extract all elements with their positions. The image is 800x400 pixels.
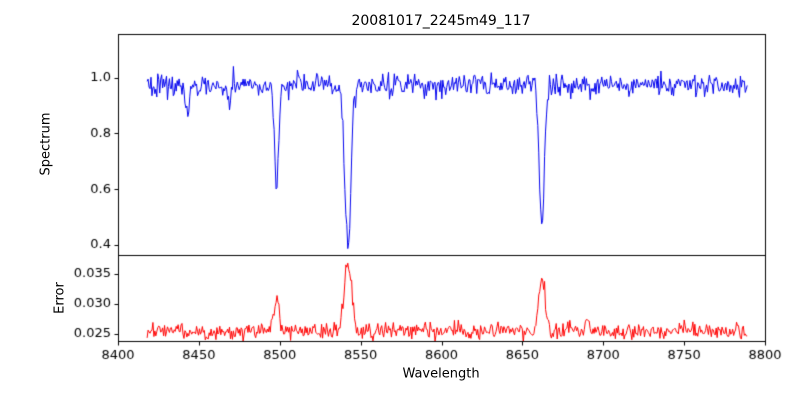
spectrum-axis-label: Spectrum	[38, 112, 54, 176]
wavelength-axis-label: Wavelength	[402, 366, 480, 382]
chart-title: 20081017_2245m49_117	[351, 13, 531, 29]
error-axis-label: Error	[52, 282, 68, 314]
